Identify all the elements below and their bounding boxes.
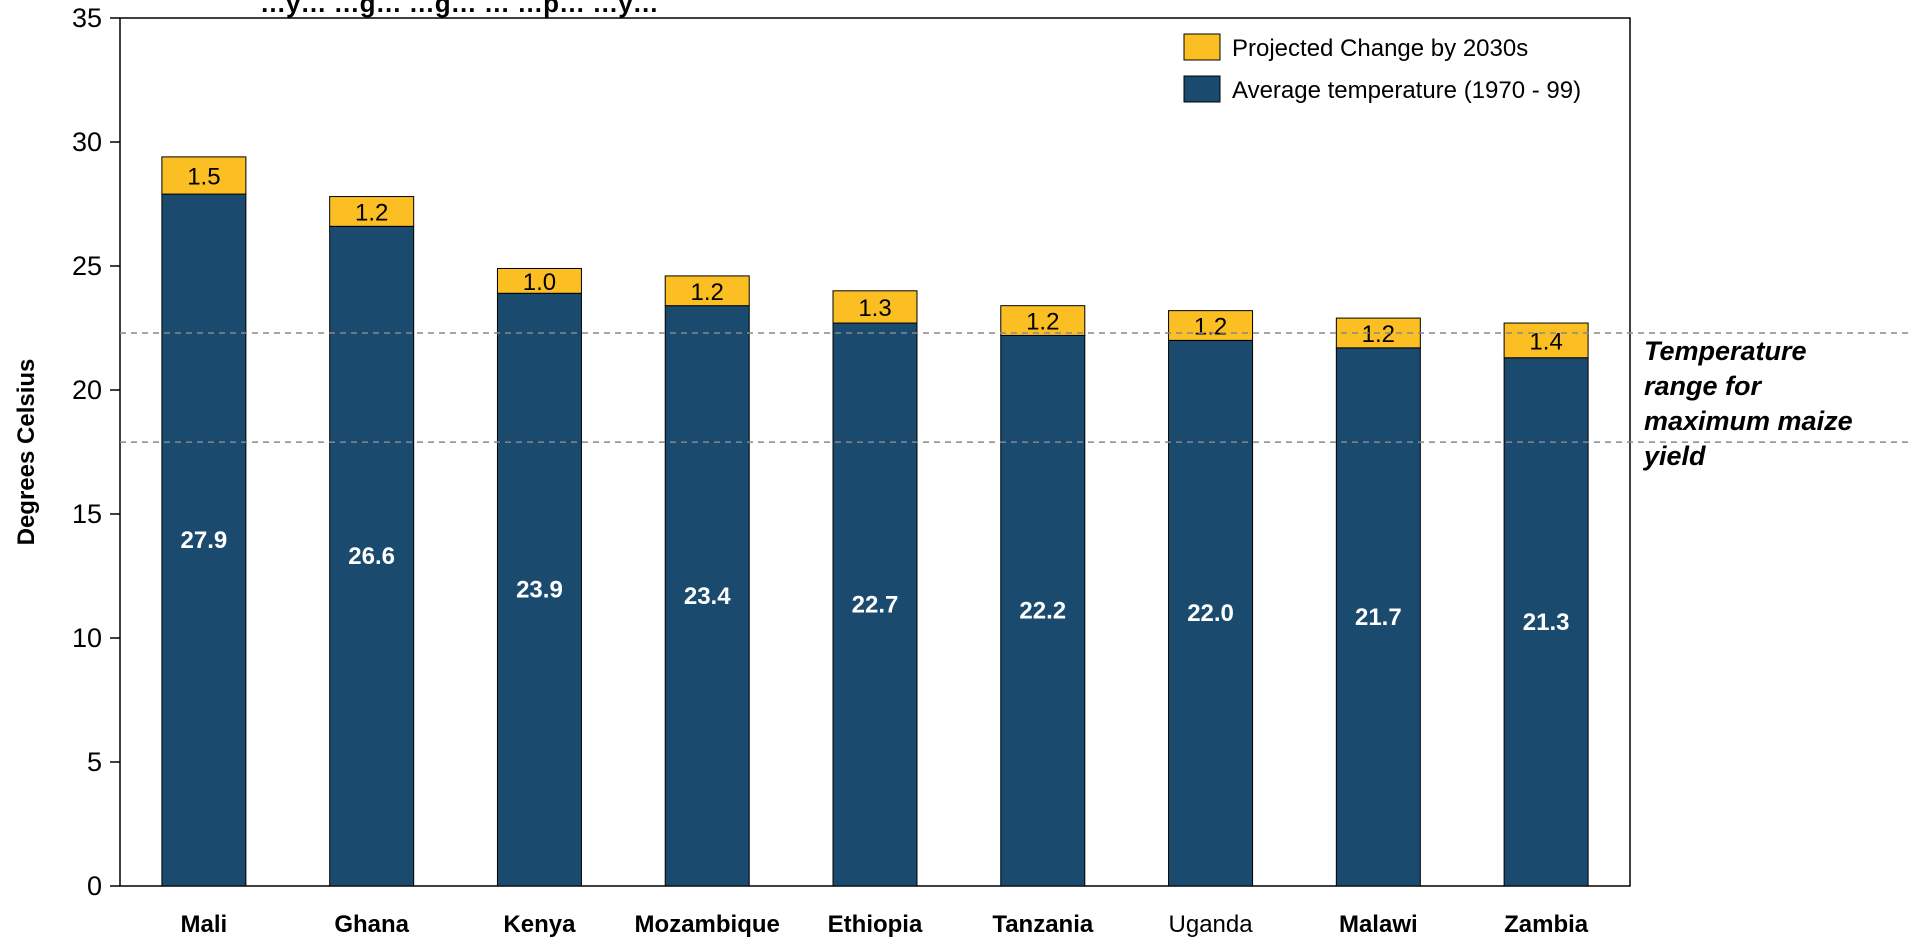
x-category-label: Kenya [503,911,576,938]
x-category-label: Mali [181,911,228,938]
reference-lines [120,332,1913,443]
x-category-label: Zambia [1504,911,1589,938]
change-value-label: 1.0 [523,269,556,296]
bar-value-label: 27.9 [181,527,228,554]
bar-projected-change [1503,322,1589,359]
bar-average-temperature [664,305,750,887]
legend-swatch-average [1183,75,1221,103]
annotation-line-1: Temperature [1644,336,1807,366]
change-value-label: 1.2 [355,199,388,226]
y-tick-label: 15 [72,499,102,529]
bar-value-label: 22.0 [1187,600,1234,627]
bar-average-temperature [832,322,918,887]
x-category-label: Ghana [334,911,409,938]
legend-label-projected: Projected Change by 2030s [1232,35,1528,62]
x-category-label: Malawi [1339,911,1418,938]
y-axis-label: Degrees Celsius [13,359,40,546]
change-value-label: 1.2 [1026,309,1059,336]
y-tick-label: 20 [72,375,102,405]
bar-projected-change [329,196,415,227]
change-value-label: 1.3 [858,295,891,322]
bar-average-temperature [1503,357,1589,887]
x-category-label: Tanzania [992,911,1094,938]
y-tick-label: 25 [72,251,102,281]
bar-average-temperature [1000,334,1086,887]
change-value-label: 1.2 [691,279,724,306]
x-category-label: Ethiopia [828,911,923,938]
y-axis: 0 5 10 15 20 25 30 35 [72,3,120,901]
bar-value-label: 23.4 [684,583,731,610]
annotation-line-2: range for [1644,371,1763,401]
bar-projected-change [832,290,918,324]
x-axis: Mali Ghana Kenya Mozambique Ethiopia Tanzania… [181,911,1589,938]
legend-label-average: Average temperature (1970 - 99) [1232,77,1581,104]
bar-average-temperature [1168,339,1254,887]
bar-projected-change [1000,305,1086,336]
change-value-label: 1.2 [1194,314,1227,341]
legend-swatch-projected [1183,33,1221,61]
x-category-label: Mozambique [635,911,780,938]
bar-projected-change [664,275,750,307]
bar-projected-change [1168,310,1254,341]
annotation-line-3: maximum maize [1644,406,1853,436]
bar-value-label: 21.3 [1523,609,1570,636]
change-value-label: 1.4 [1529,328,1562,355]
bar-value-label: 22.7 [852,592,899,619]
legend: Projected Change by 2030s Average temper… [1183,33,1581,104]
chart-title: …y… …g… …g… … …p… …y… [260,0,659,18]
bars-layer: 27.9 1.5 26.6 1.2 23.9 1.0 23.4 1.2 22.7 1.3 22.2 1… [161,156,1589,887]
change-value-label: 1.2 [1362,321,1395,348]
bar-average-temperature [1335,347,1421,887]
bar-projected-change [161,156,247,195]
y-tick-label: 10 [72,623,102,653]
bar-value-label: 21.7 [1355,604,1402,631]
y-tick-label: 30 [72,127,102,157]
bar-value-label: 23.9 [516,577,563,604]
change-value-label: 1.5 [187,163,220,190]
annotation: Temperature range for maximum maize yiel… [1642,336,1853,471]
y-tick-label: 35 [72,3,102,33]
bar-value-label: 22.2 [1019,598,1066,625]
y-tick-label: 0 [87,871,102,901]
y-tick-label: 5 [87,747,102,777]
bar-projected-change [496,267,582,294]
x-category-label: Uganda [1169,911,1254,938]
bar-value-label: 26.6 [348,543,395,570]
annotation-line-4: yield [1642,441,1706,471]
bar-average-temperature [161,193,247,887]
